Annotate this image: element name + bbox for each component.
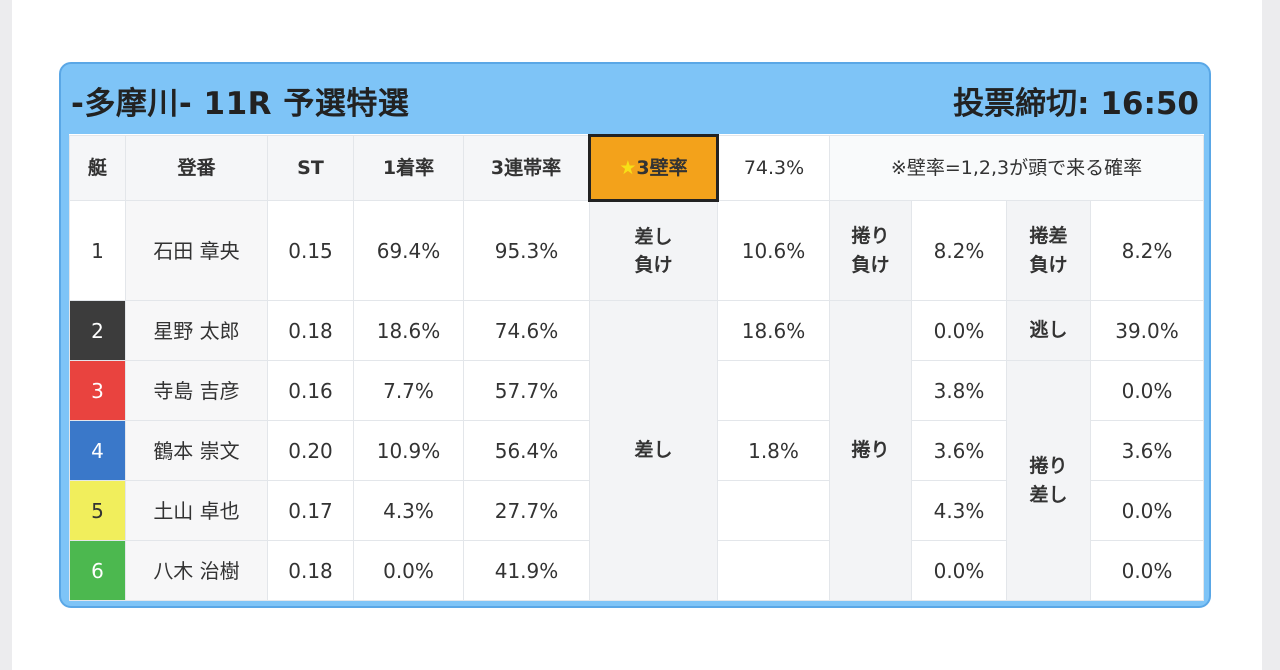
racer-top3-rate: 57.7%	[463, 360, 590, 421]
racer-top3-rate: 41.9%	[463, 540, 590, 601]
racer-st: 0.20	[267, 420, 354, 481]
racer-first-rate: 4.3%	[353, 480, 464, 541]
makuri-value: 3.8%	[911, 360, 1007, 421]
racer-name: 鶴本 崇文	[125, 420, 268, 481]
makurisashi-make-value: 8.2%	[1090, 200, 1204, 301]
pattern-label: 差し	[634, 225, 673, 248]
header-st: ST	[267, 135, 354, 201]
lane-number: 6	[69, 540, 126, 601]
header-name: 登番	[125, 135, 268, 201]
sashi-value	[717, 360, 830, 421]
makurisashi-value: 3.6%	[1090, 420, 1204, 481]
racer-first-rate: 18.6%	[353, 300, 464, 361]
makuri-value: 3.6%	[911, 420, 1007, 481]
pattern-label: 差し	[1029, 483, 1068, 506]
racer-top3-rate: 56.4%	[463, 420, 590, 481]
racer-first-rate: 10.9%	[353, 420, 464, 481]
sashi-value: 1.8%	[717, 420, 830, 481]
racer-first-rate: 0.0%	[353, 540, 464, 601]
header-kabe-value: 74.3%	[717, 135, 830, 201]
pattern-label: 捲り	[1029, 455, 1068, 477]
lane-number: 1	[69, 200, 126, 301]
table-row: 1 石田 章央 0.15 69.4% 95.3% 差し負け 10.6% 捲り負け…	[69, 200, 1204, 301]
racer-first-rate: 69.4%	[353, 200, 464, 301]
pattern-label: 捲り	[851, 225, 890, 247]
pattern-makuri: 捲り	[829, 300, 912, 601]
header-top3-rate: 3連帯率	[463, 135, 590, 201]
pattern-sashi: 差し	[589, 300, 718, 601]
racer-st: 0.17	[267, 480, 354, 541]
racer-st: 0.18	[267, 300, 354, 361]
makuri-value: 4.3%	[911, 480, 1007, 541]
pattern-label: 負け	[1029, 253, 1068, 276]
racer-name: 石田 章央	[125, 200, 268, 301]
vote-deadline: 投票締切: 16:50	[953, 86, 1199, 122]
racer-name: 八木 治樹	[125, 540, 268, 601]
race-title: -多摩川- 11R 予選特選	[71, 86, 410, 122]
lane-number: 2	[69, 300, 126, 361]
table-row: 3 寺島 吉彦 0.16 7.7% 57.7% 3.8% 捲り差し 0.0%	[69, 360, 1204, 601]
lane-number: 3	[69, 360, 126, 421]
star-icon: ★	[619, 156, 637, 179]
lane-number: 4	[69, 420, 126, 481]
kabe-label: 3壁率	[636, 156, 688, 179]
makuri-value: 0.0%	[911, 540, 1007, 601]
racer-top3-rate: 74.6%	[463, 300, 590, 361]
makuri-value: 0.0%	[911, 300, 1007, 361]
table-row: 6 八木 治樹 0.18 0.0% 41.9% 0.0% 0.0%	[69, 540, 1204, 601]
table-row: 4 鶴本 崇文 0.20 10.9% 56.4% 1.8% 3.6% 3.6%	[69, 420, 1204, 481]
pattern-label: 負け	[634, 254, 673, 276]
pattern-nige: 逃し	[1006, 300, 1091, 361]
table-row: 2 星野 太郎 0.18 18.6% 74.6% 差し 18.6% 捲り 0.0…	[69, 300, 1204, 601]
lane-number: 5	[69, 480, 126, 541]
makurisashi-value: 0.0%	[1090, 540, 1204, 601]
header-kabe-rate: ★3壁率	[588, 134, 719, 202]
racer-st: 0.16	[267, 360, 354, 421]
racer-name: 寺島 吉彦	[125, 360, 268, 421]
header-row: 艇 登番 ST 1着率 3連帯率 ★3壁率 74.3% ※壁率=1,2,3が頭で…	[69, 134, 1204, 202]
racer-name: 土山 卓也	[125, 480, 268, 541]
makurisashi-value: 0.0%	[1090, 480, 1204, 541]
racer-name: 星野 太郎	[125, 300, 268, 361]
pattern-sashi-make: 差し 負け	[589, 200, 718, 301]
racer-first-rate: 7.7%	[353, 360, 464, 421]
pattern-label: 負け	[851, 253, 890, 276]
race-stats-table: 艇 登番 ST 1着率 3連帯率 ★3壁率 74.3% ※壁率=1,2,3が頭で…	[69, 134, 1204, 601]
sashi-value	[717, 540, 830, 601]
sashi-value: 18.6%	[717, 300, 830, 361]
race-card: -多摩川- 11R 予選特選 投票締切: 16:50 艇 登番 ST 1着率 3…	[59, 62, 1211, 608]
racer-st: 0.18	[267, 540, 354, 601]
header-kabe-note: ※壁率=1,2,3が頭で来る確率	[829, 135, 1204, 201]
pattern-makuri-make: 捲り 負け	[829, 200, 912, 301]
pattern-label: 捲差	[1029, 225, 1068, 247]
makuri-make-value: 8.2%	[911, 200, 1007, 301]
header-first-rate: 1着率	[353, 135, 464, 201]
pattern-makurisashi: 捲り 差し	[1006, 360, 1091, 601]
sashi-make-value: 10.6%	[717, 200, 830, 301]
table-row: 5 土山 卓也 0.17 4.3% 27.7% 4.3% 0.0%	[69, 480, 1204, 541]
racer-top3-rate: 95.3%	[463, 200, 590, 301]
racer-top3-rate: 27.7%	[463, 480, 590, 541]
makurisashi-value: 0.0%	[1090, 360, 1204, 421]
nige-value: 39.0%	[1090, 300, 1204, 361]
sashi-value	[717, 480, 830, 541]
racer-st: 0.15	[267, 200, 354, 301]
pattern-makurisashi-make: 捲差 負け	[1006, 200, 1091, 301]
header-lane: 艇	[69, 135, 126, 201]
